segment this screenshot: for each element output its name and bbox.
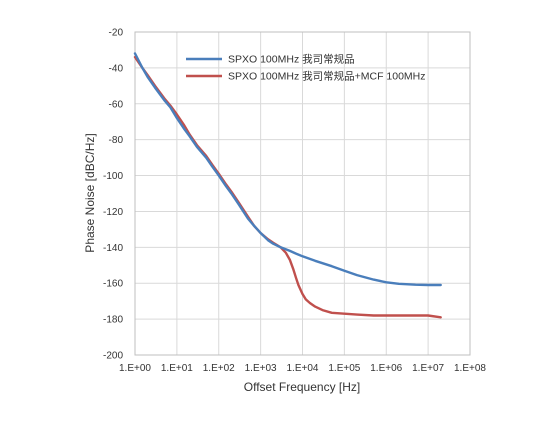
plot-area-border [134,31,471,356]
x-tick-label: 1.E+04 [287,363,319,374]
legend-label-2: SPXO 100MHz 我司常规品+MCF 100MHz [228,70,426,83]
series-line-1 [133,52,442,287]
legend-label-1: SPXO 100MHz 我司常规品 [228,53,355,66]
y-tick-label: -140 [103,243,123,254]
x-tick-labels: 1.E+00 1.E+01 1.E+02 1.E+03 1.E+04 1.E+05 1.E+… [119,363,486,374]
x-tick-label: 1.E+07 [412,363,444,374]
x-tick-label: 1.E+01 [161,363,193,374]
series-layer [133,52,442,319]
x-tick-label: 1.E+03 [245,363,277,374]
y-tick-label: -180 [103,315,123,326]
y-tick-label: -100 [103,171,123,182]
y-tick-label: -160 [103,279,123,290]
y-axis-title: Phase Noise [dBC/Hz] [83,133,97,252]
legend: SPXO 100MHz 我司常规品 SPXO 100MHz 我司常规品+MCF 1… [186,53,426,83]
x-tick-label: 1.E+02 [203,363,235,374]
y-tick-label: -120 [103,207,123,218]
y-tick-label: -200 [103,351,123,362]
y-tick-label: -60 [109,99,124,110]
x-tick-label: 1.E+08 [454,363,486,374]
y-tick-labels: -200 -180 -160 -140 -120 -100 -80 -60 -40 -20 [103,28,123,362]
x-tick-label: 1.E+05 [328,363,360,374]
x-tick-label: 1.E+06 [370,363,402,374]
y-tick-label: -80 [109,135,124,146]
x-tick-label: 1.E+00 [119,363,151,374]
x-axis-title: Offset Frequency [Hz] [244,380,361,394]
y-tick-label: -40 [109,63,124,74]
y-tick-label: -20 [109,28,124,39]
